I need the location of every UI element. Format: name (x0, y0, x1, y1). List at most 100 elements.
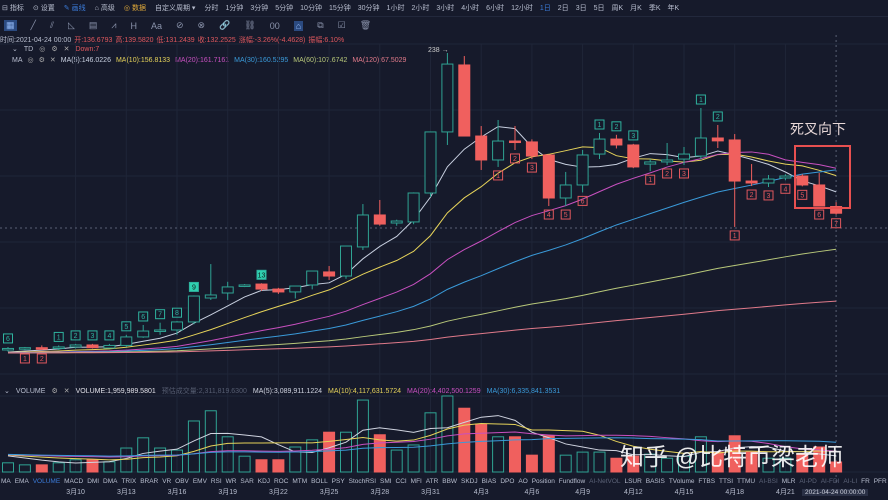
draw-tool-icon-5[interactable]: ⩘ (111, 20, 117, 30)
gear-icon[interactable]: ⚙ (38, 57, 45, 64)
indicator-tab-ftbs[interactable]: FTBS (698, 477, 716, 485)
indicator-tab-ttsi[interactable]: TTSI (718, 477, 734, 485)
draw-tool-icon-1[interactable]: ╱ (30, 20, 36, 30)
settings-button[interactable]: ⊙ 设置 (32, 5, 55, 12)
draw-tool-icon-15[interactable]: ☑ (337, 20, 346, 30)
indicator-tab-lsur[interactable]: LSUR (624, 477, 642, 485)
indicator-tab-vr[interactable]: VR (162, 477, 172, 485)
period-18[interactable]: 月K (630, 5, 642, 12)
period-4[interactable]: 10分钟 (300, 5, 322, 12)
indicator-tab-volume[interactable]: VOLUME (32, 477, 61, 485)
draw-tool-icon-8[interactable]: ⊘ (175, 20, 184, 30)
period-14[interactable]: 2日 (557, 5, 569, 12)
gear-icon[interactable]: ⚙ (51, 46, 58, 53)
period-9[interactable]: 3小时 (436, 5, 455, 12)
indicator-tab-pfr[interactable]: PFR (873, 477, 887, 485)
indicator-button[interactable]: ⊟ 指标 (2, 5, 24, 12)
indicator-tab-ao[interactable]: AO (518, 477, 528, 485)
close-icon[interactable]: ✕ (63, 388, 70, 395)
period-10[interactable]: 4小时 (461, 5, 480, 12)
period-19[interactable]: 季K (648, 5, 661, 12)
period-17[interactable]: 周K (611, 5, 624, 12)
indicator-tab-ai-fdi[interactable]: AI-FDI (820, 477, 840, 485)
draw-tool-icon-2[interactable]: ⫽ (49, 20, 54, 30)
indicator-tab-kdj[interactable]: KDJ (257, 477, 271, 485)
indicator-tab-obv[interactable]: OBV (175, 477, 189, 485)
period-20[interactable]: 年K (667, 5, 680, 12)
indicator-tab-macd[interactable]: MACD (64, 477, 84, 485)
indicator-tab-smi[interactable]: SMI (380, 477, 392, 485)
custom-period-dropdown[interactable]: 自定义周期 ▾ (154, 5, 196, 12)
indicator-tab-dpo[interactable]: DPO (500, 477, 515, 485)
draw-tool-icon-7[interactable]: Aa (150, 20, 162, 31)
indicator-tab-mtm[interactable]: MTM (292, 477, 308, 485)
draw-tool-icon-4[interactable]: ▤ (88, 20, 98, 30)
draw-tool-icon-14[interactable]: ⧉ (317, 20, 324, 30)
indicator-tab-mfi[interactable]: MFI (410, 477, 422, 485)
draw-button[interactable]: ✎ 画线 (63, 5, 86, 12)
close-icon[interactable]: ✕ (49, 57, 56, 64)
draw-tool-icon-3[interactable]: ◺ (67, 20, 75, 30)
indicator-tab-basis[interactable]: BASIS (645, 477, 665, 485)
period-3[interactable]: 5分钟 (275, 5, 294, 12)
data-button[interactable]: ◎ 数据 (123, 5, 146, 12)
indicator-tab-ma[interactable]: MA (1, 477, 11, 485)
indicator-tab-ai-pd[interactable]: AI-PD (799, 477, 817, 485)
indicator-tab-ema[interactable]: EMA (14, 477, 29, 485)
indicator-tab-wr[interactable]: WR (225, 477, 237, 485)
indicator-tab-ttmu[interactable]: TTMU (737, 477, 756, 485)
indicator-tab-psy[interactable]: PSY (331, 477, 345, 485)
indicator-tab-bias[interactable]: BIAS (481, 477, 497, 485)
period-8[interactable]: 2小时 (411, 5, 430, 12)
period-2[interactable]: 3分钟 (250, 5, 269, 12)
period-12[interactable]: 12小时 (511, 5, 533, 12)
indicator-tab-ai-bsi[interactable]: AI-BSI (759, 477, 778, 485)
draw-tool-icon-9[interactable]: ⊗ (197, 20, 206, 30)
indicator-tab-rsi[interactable]: RSI (210, 477, 222, 485)
draw-tool-icon-16[interactable]: 🗑 (359, 20, 372, 30)
period-5[interactable]: 15分钟 (328, 5, 351, 12)
collapse-icon[interactable]: ⌄ (4, 388, 10, 395)
period-11[interactable]: 6小时 (486, 5, 505, 12)
indicator-tab-emv[interactable]: EMV (192, 477, 207, 485)
draw-tool-icon-12[interactable]: 00 (269, 20, 280, 31)
indicator-tab-dma[interactable]: DMA (103, 477, 118, 485)
period-7[interactable]: 1小时 (386, 5, 405, 12)
indicator-tab-fundflow[interactable]: Fundflow (558, 477, 586, 485)
period-0[interactable]: 分时 (204, 5, 219, 12)
indicator-tab-sar[interactable]: SAR (240, 477, 254, 485)
indicator-tab-roc[interactable]: ROC (273, 477, 289, 485)
indicator-tab-boll[interactable]: BOLL (311, 477, 328, 485)
gear-icon[interactable]: ⚙ (51, 388, 58, 395)
advanced-button[interactable]: ⌂ 高级 (94, 4, 115, 13)
indicator-tab-ai-li[interactable]: AI-LI (843, 477, 858, 485)
visibility-icon[interactable]: ◎ (27, 57, 34, 64)
indicator-tab-fr[interactable]: FR (861, 477, 870, 485)
indicator-tab-stochrsi[interactable]: StochRSI (348, 477, 377, 485)
period-16[interactable]: 5日 (593, 5, 605, 12)
period-6[interactable]: 30分钟 (357, 5, 380, 12)
indicator-tab-mlr[interactable]: MLR (781, 477, 796, 485)
indicator-tab-brar[interactable]: BRAR (140, 477, 159, 485)
visibility-icon[interactable]: ◎ (39, 46, 46, 53)
indicator-tab-tvolume[interactable]: TVolume (668, 477, 695, 485)
draw-tool-icon-11[interactable]: ⛓ (244, 20, 256, 30)
draw-tool-icon-10[interactable]: 🔗 (219, 20, 231, 30)
collapse-icon[interactable]: ⌄ (12, 46, 18, 53)
period-15[interactable]: 3日 (575, 5, 587, 12)
indicator-tab-cci[interactable]: CCI (395, 477, 407, 485)
indicator-tab-position[interactable]: Position (531, 477, 555, 485)
close-icon[interactable]: ✕ (63, 46, 70, 53)
indicator-tab-skdj[interactable]: SKDJ (461, 477, 478, 485)
indicator-tab-trix[interactable]: TRIX (121, 477, 137, 485)
indicator-tab-bbw[interactable]: BBW (442, 477, 458, 485)
indicator-tab-atr[interactable]: ATR (425, 477, 439, 485)
period-13[interactable]: 1日 (539, 5, 551, 12)
draw-tool-icon-0[interactable]: ▦ (4, 20, 17, 31)
draw-tool-icon-6[interactable]: H (130, 20, 137, 31)
period-1[interactable]: 1分钟 (225, 5, 244, 12)
indicator-tab-ai-netvol[interactable]: AI-NetVOL (589, 477, 621, 485)
indicator-tab-dmi[interactable]: DMI (87, 477, 100, 485)
draw-tool-icon-13[interactable]: ⌂ (293, 20, 304, 31)
